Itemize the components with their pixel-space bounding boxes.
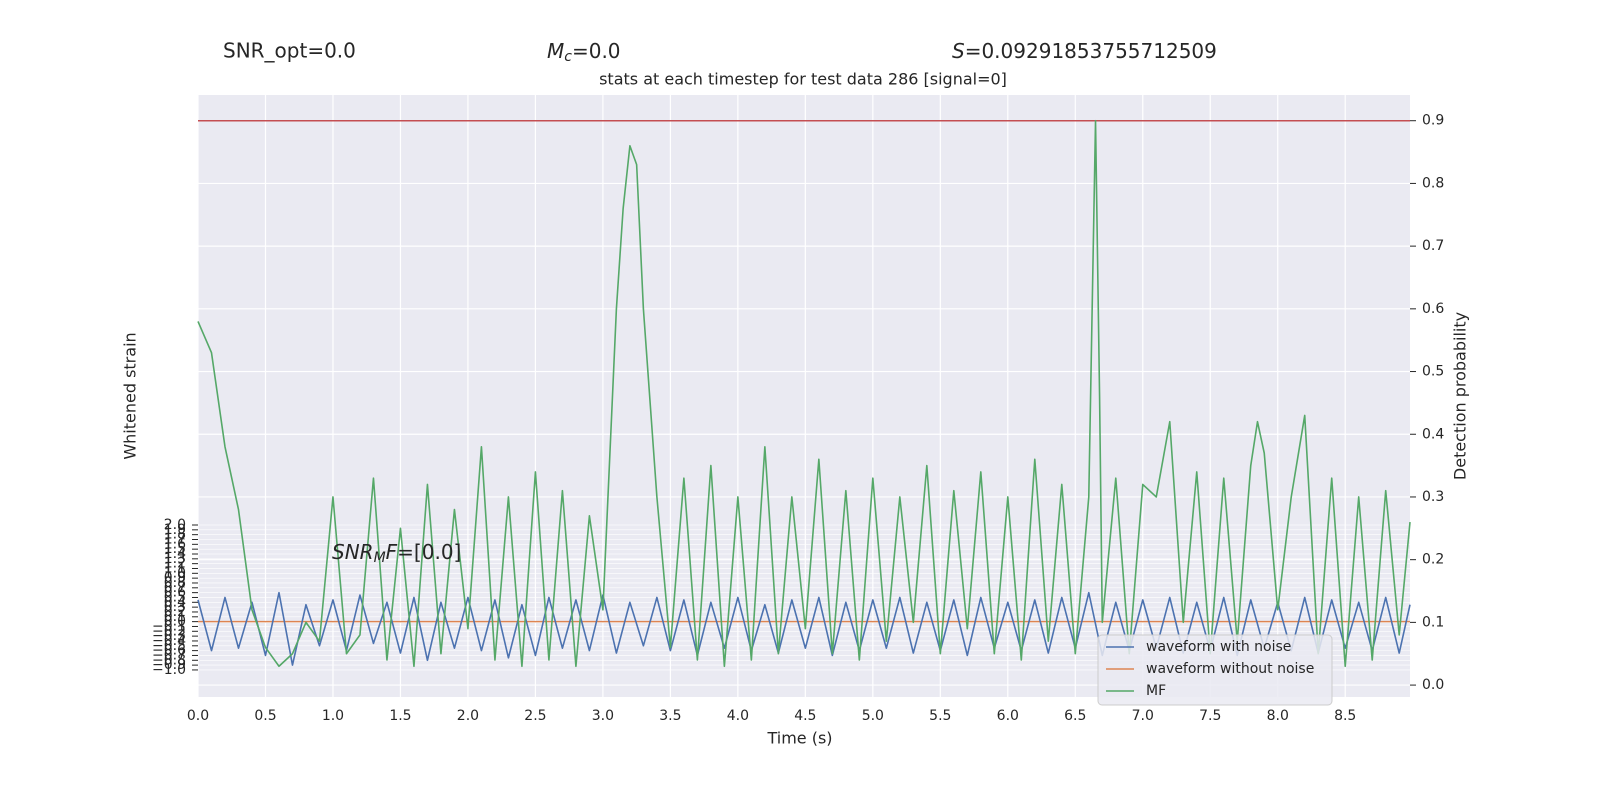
chirp-mass: Mc=0.0 xyxy=(547,39,621,66)
subscript: M xyxy=(374,550,386,566)
x-tick-label: 3.5 xyxy=(659,708,681,724)
y-tick-label: 1.4 xyxy=(164,546,186,562)
y2-tick-label: 0.4 xyxy=(1422,426,1444,442)
snr-mf: SNRMF=[0.0] xyxy=(332,540,461,567)
y-tick-label: 1.8 xyxy=(164,527,186,543)
y-tick-label: −0.7 xyxy=(152,647,186,663)
snr-opt: SNR_opt=0.0 xyxy=(223,39,356,63)
y-tick-label: 1.1 xyxy=(164,560,186,576)
x-tick-label: 1.0 xyxy=(322,708,344,724)
x-tick-label: 5.0 xyxy=(862,708,884,724)
y2-tick-label: 0.3 xyxy=(1422,489,1444,505)
y2-tick-label: 0.8 xyxy=(1422,175,1444,191)
x-tick-label: 5.5 xyxy=(929,708,951,724)
x-tick-label: 1.5 xyxy=(389,708,411,724)
y-tick-label: −0.2 xyxy=(152,623,186,639)
value: =0.0 xyxy=(572,39,621,63)
y-tick-label: 1.7 xyxy=(164,531,186,547)
y-tick-label: −0.6 xyxy=(152,643,186,659)
y2-tick-label: 0.9 xyxy=(1422,113,1444,129)
x-axis-label: Time (s) xyxy=(766,729,832,748)
y-tick-label: 1.2 xyxy=(164,556,186,572)
y-tick-label: 1.0 xyxy=(164,565,186,581)
value: =[0.0] xyxy=(397,540,461,564)
y-tick-label: −0.9 xyxy=(152,657,186,673)
y2-tick-label: 0.0 xyxy=(1422,677,1444,693)
y-tick-label: −0.8 xyxy=(152,652,186,668)
y-tick-label: 1.6 xyxy=(164,536,186,552)
y-tick-label: 2.0 xyxy=(164,517,186,533)
subscript: c xyxy=(564,49,572,65)
value: =0.09291853755712509 xyxy=(965,39,1217,63)
x-tick-label: 2.0 xyxy=(457,708,479,724)
y-tick-label: 0.4 xyxy=(164,594,186,610)
y2-tick-label: 0.6 xyxy=(1422,301,1444,317)
plot-background xyxy=(198,95,1410,697)
symbol: F xyxy=(386,540,398,564)
legend-label: waveform without noise xyxy=(1146,661,1314,677)
y2-axis-label: Detection probability xyxy=(1451,312,1470,480)
x-tick-label: 6.5 xyxy=(1064,708,1086,724)
y-tick-label: −0.5 xyxy=(152,638,186,654)
x-tick-label: 0.5 xyxy=(254,708,276,724)
series-line xyxy=(197,119,1411,668)
x-tick-label: 6.0 xyxy=(997,708,1019,724)
y2-tick-label: 0.7 xyxy=(1422,238,1444,254)
y-tick-label: 0.6 xyxy=(164,585,186,601)
symbol: M xyxy=(547,39,564,63)
s-stat: S=0.09291853755712509 xyxy=(952,39,1217,63)
y2-tick-label: 0.1 xyxy=(1422,614,1444,630)
x-tick-label: 7.0 xyxy=(1132,708,1154,724)
y-tick-label: 0.3 xyxy=(164,599,186,615)
y-tick-label: 0.2 xyxy=(164,604,186,620)
x-tick-label: 4.5 xyxy=(794,708,816,724)
y-axis-label: Whitened strain xyxy=(121,332,140,459)
y-tick-label: 0.9 xyxy=(164,570,186,586)
y-tick-label: 1.5 xyxy=(164,541,186,557)
legend-label: MF xyxy=(1146,683,1166,699)
legend-label: waveform with noise xyxy=(1146,639,1291,655)
chart-title: stats at each timestep for test data 286… xyxy=(599,70,1007,89)
y2-tick-label: 0.5 xyxy=(1422,364,1444,380)
x-tick-label: 4.0 xyxy=(727,708,749,724)
x-tick-label: 8.5 xyxy=(1334,708,1356,724)
y-tick-label: −0.4 xyxy=(152,633,186,649)
x-tick-label: 7.5 xyxy=(1199,708,1221,724)
y-tick-label: 0.8 xyxy=(164,575,186,591)
y-tick-label: 0.0 xyxy=(164,614,186,630)
symbol: SNR xyxy=(332,540,374,564)
legend-box xyxy=(1097,634,1333,706)
y2-tick-label: 0.2 xyxy=(1422,552,1444,568)
x-tick-label: 3.0 xyxy=(592,708,614,724)
y-tick-label: −0.3 xyxy=(152,628,186,644)
symbol: S xyxy=(952,39,965,63)
y-tick-label: −0.1 xyxy=(152,618,186,634)
y-tick-label: 0.5 xyxy=(164,589,186,605)
x-tick-label: 8.0 xyxy=(1267,708,1289,724)
y-tick-label: −1.0 xyxy=(152,662,186,678)
x-tick-label: 0.0 xyxy=(187,708,209,724)
y-tick-label: 0.1 xyxy=(164,609,186,625)
y-tick-label: 0.7 xyxy=(164,580,186,596)
y-tick-label: 1.3 xyxy=(164,551,186,567)
y-tick-label: 1.9 xyxy=(164,522,186,538)
x-tick-label: 2.5 xyxy=(524,708,546,724)
